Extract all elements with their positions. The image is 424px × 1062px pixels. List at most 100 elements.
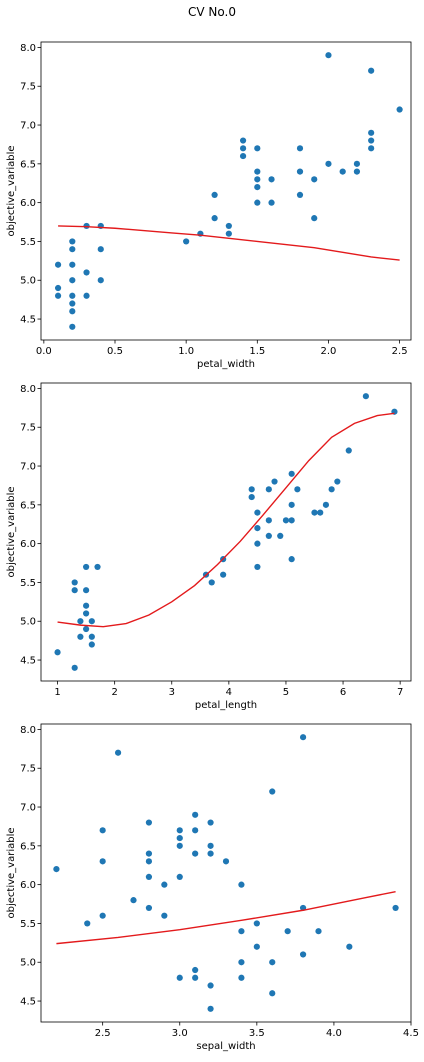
data-point-13 [161, 912, 168, 919]
data-point-25 [265, 486, 272, 493]
data-point-3 [71, 664, 78, 671]
y-tick-5-0: 5.0 [20, 276, 41, 287]
data-point-36 [311, 176, 318, 183]
data-point-42 [299, 951, 307, 958]
x-tick-label: 5 [283, 687, 289, 698]
data-point-45 [368, 137, 375, 144]
data-point-39 [325, 160, 332, 167]
data-point-33 [296, 145, 304, 152]
scatter-points [54, 393, 398, 671]
data-point-22 [225, 230, 232, 237]
data-point-42 [353, 168, 361, 175]
data-point-23 [239, 137, 247, 144]
data-point-31 [288, 470, 295, 477]
x-tick-label: 1.0 [178, 346, 194, 357]
data-point-32 [288, 501, 295, 508]
data-point-39 [328, 486, 335, 493]
panel-petal-width: 0.0 0.5 1.0 1.5 2.0 2.5 4.5 5.0 5.5 6.0 6.5 7.0 7.5 8… [6, 41, 412, 370]
y-tick-6-5: 6.5 [20, 159, 41, 170]
data-point-38 [325, 52, 332, 59]
data-point-8 [145, 850, 153, 857]
y-tick-label: 8.0 [20, 43, 36, 54]
data-point-14 [176, 827, 183, 834]
y-tick-4-5: 4.5 [20, 656, 41, 667]
y-tick-label: 8.0 [20, 725, 36, 736]
data-point-37 [269, 959, 276, 966]
y-tick-7-0: 7.0 [20, 121, 41, 132]
x-tick-2-5: 2.5 [95, 1022, 111, 1039]
y-tick-7-5: 7.5 [20, 764, 41, 775]
data-point-5 [69, 261, 76, 268]
panel-petal-length: 1 2 3 4 5 6 7 4.5 5.0 5.5 6.0 6.5 7.0 7.5 8.0 petal_len… [6, 382, 412, 711]
data-point-4 [69, 246, 76, 253]
y-tick-label: 6.0 [20, 880, 36, 891]
data-point-37 [317, 509, 324, 516]
data-point-29 [222, 858, 230, 865]
data-point-9 [145, 858, 153, 865]
data-point-10 [83, 625, 90, 633]
data-point-47 [396, 106, 403, 113]
data-point-29 [277, 532, 284, 539]
data-point-19 [211, 191, 218, 198]
y-tick-8-0: 8.0 [20, 43, 41, 54]
data-point-20 [192, 827, 199, 834]
data-point-12 [88, 633, 95, 640]
data-point-38 [269, 990, 276, 997]
data-point-12 [161, 881, 168, 888]
data-point-25 [239, 152, 247, 160]
y-axis-label: objective_variable [6, 827, 17, 918]
x-tick-4: 4 [226, 681, 232, 698]
data-point-35 [253, 943, 260, 950]
data-point-11 [83, 222, 90, 230]
data-point-30 [238, 881, 245, 888]
x-tick-label: 1.5 [249, 346, 265, 357]
data-point-42 [362, 393, 369, 400]
data-point-0 [53, 866, 60, 873]
data-point-21 [225, 222, 232, 230]
y-tick-6-5: 6.5 [20, 500, 41, 511]
y-tick-label: 7.5 [20, 82, 36, 93]
data-point-1 [71, 579, 78, 586]
y-tick-label: 7.5 [20, 423, 36, 434]
y-tick-label: 6.5 [20, 841, 36, 852]
x-tick-label: 4 [226, 687, 232, 698]
data-point-36 [269, 788, 276, 795]
data-point-41 [345, 447, 352, 454]
x-tick-0-0: 0.0 [36, 340, 52, 357]
y-tick-label: 6.5 [20, 500, 36, 511]
data-point-40 [334, 478, 341, 485]
y-tick-6-0: 6.0 [20, 880, 41, 891]
data-point-14 [94, 563, 101, 571]
data-point-8 [83, 602, 90, 609]
panel-sepal-width: 2.5 3.0 3.5 4.0 4.5 4.5 5.0 5.5 6.0 6.5 7.0 7.5 8.0 s… [6, 723, 419, 1052]
data-point-26 [207, 850, 214, 857]
x-axis-label: sepal_width [196, 1041, 255, 1052]
data-point-28 [254, 176, 261, 183]
data-point-20 [211, 215, 218, 222]
y-tick-label: 4.5 [20, 997, 36, 1008]
data-point-32 [268, 199, 275, 206]
x-tick-label: 2.0 [321, 346, 337, 357]
data-point-34 [288, 556, 295, 563]
y-tick-6-0: 6.0 [20, 198, 41, 209]
y-tick-label: 6.0 [20, 198, 36, 209]
scatter-points [54, 52, 403, 330]
y-tick-7-0: 7.0 [20, 803, 41, 814]
data-point-39 [284, 928, 291, 935]
data-point-45 [392, 904, 399, 912]
x-tick-1-0: 1.0 [178, 340, 194, 357]
y-tick-label: 7.5 [20, 764, 36, 775]
data-point-2 [71, 587, 78, 594]
data-point-44 [346, 943, 353, 950]
data-point-33 [238, 974, 245, 981]
y-tick-7-0: 7.0 [20, 462, 41, 473]
y-tick-8-0: 8.0 [20, 725, 41, 736]
y-tick-5-5: 5.5 [20, 578, 41, 589]
y-tick-label: 4.5 [20, 315, 36, 326]
data-point-22 [254, 525, 261, 532]
data-point-40 [299, 734, 307, 741]
data-point-28 [207, 1005, 214, 1012]
x-tick-label: 7 [397, 687, 403, 698]
x-tick-label: 3.5 [249, 1028, 265, 1039]
data-point-6 [69, 277, 76, 284]
